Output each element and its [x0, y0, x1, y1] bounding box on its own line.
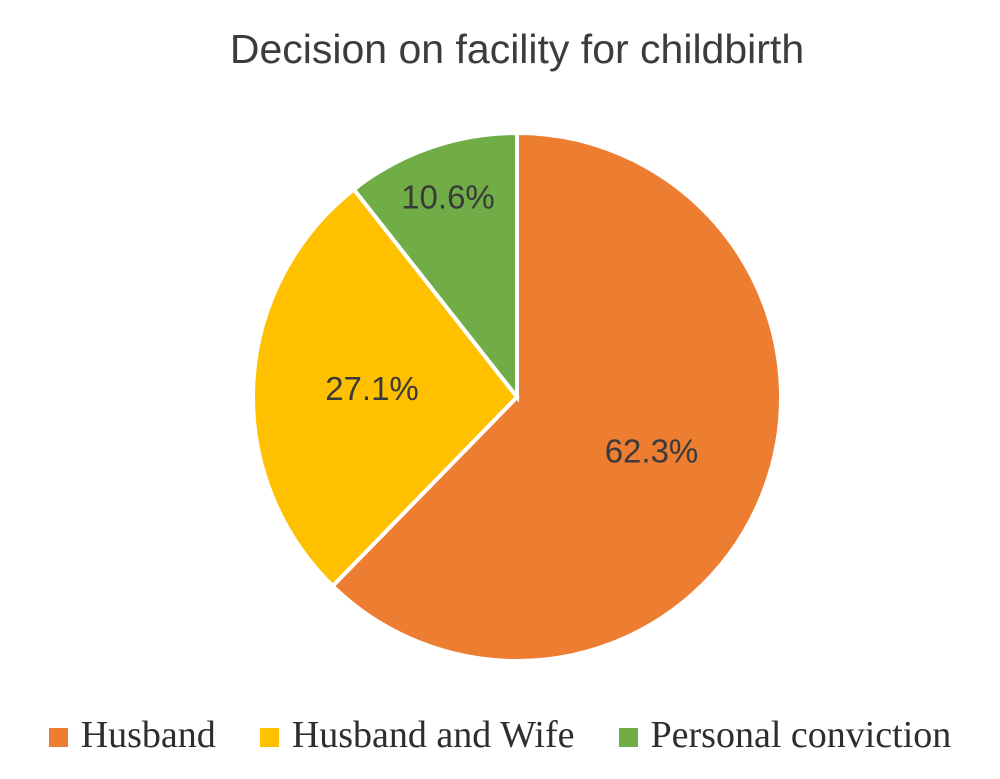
chart-title: Decision on facility for childbirth	[229, 26, 805, 72]
legend-swatch-personal-conviction	[618, 727, 638, 747]
legend-label-husband-and-wife: Husband and Wife	[291, 714, 575, 756]
data-label-husband: 62.3%	[605, 433, 699, 470]
legend-item-husband: Husband	[48, 713, 216, 757]
pie-slice-personal-conviction	[351, 130, 519, 403]
pie-slice-husband	[329, 130, 783, 663]
legend-item-husband-and-wife: Husband and Wife	[259, 713, 575, 757]
legend-swatch-husband-and-wife	[259, 727, 279, 747]
data-label-personal-conviction: 10.6%	[401, 178, 495, 215]
data-label-husband-and-wife: 27.1%	[325, 370, 419, 407]
legend-item-personal-conviction: Personal conviction	[618, 713, 952, 757]
chart-legend: Husband Husband and Wife Personal convic…	[0, 704, 1000, 766]
legend-label-personal-conviction: Personal conviction	[650, 714, 952, 756]
legend-swatch-husband	[48, 727, 68, 747]
legend-label-husband: Husband	[80, 714, 216, 756]
pie-slice-husband-and-wife	[251, 186, 520, 589]
